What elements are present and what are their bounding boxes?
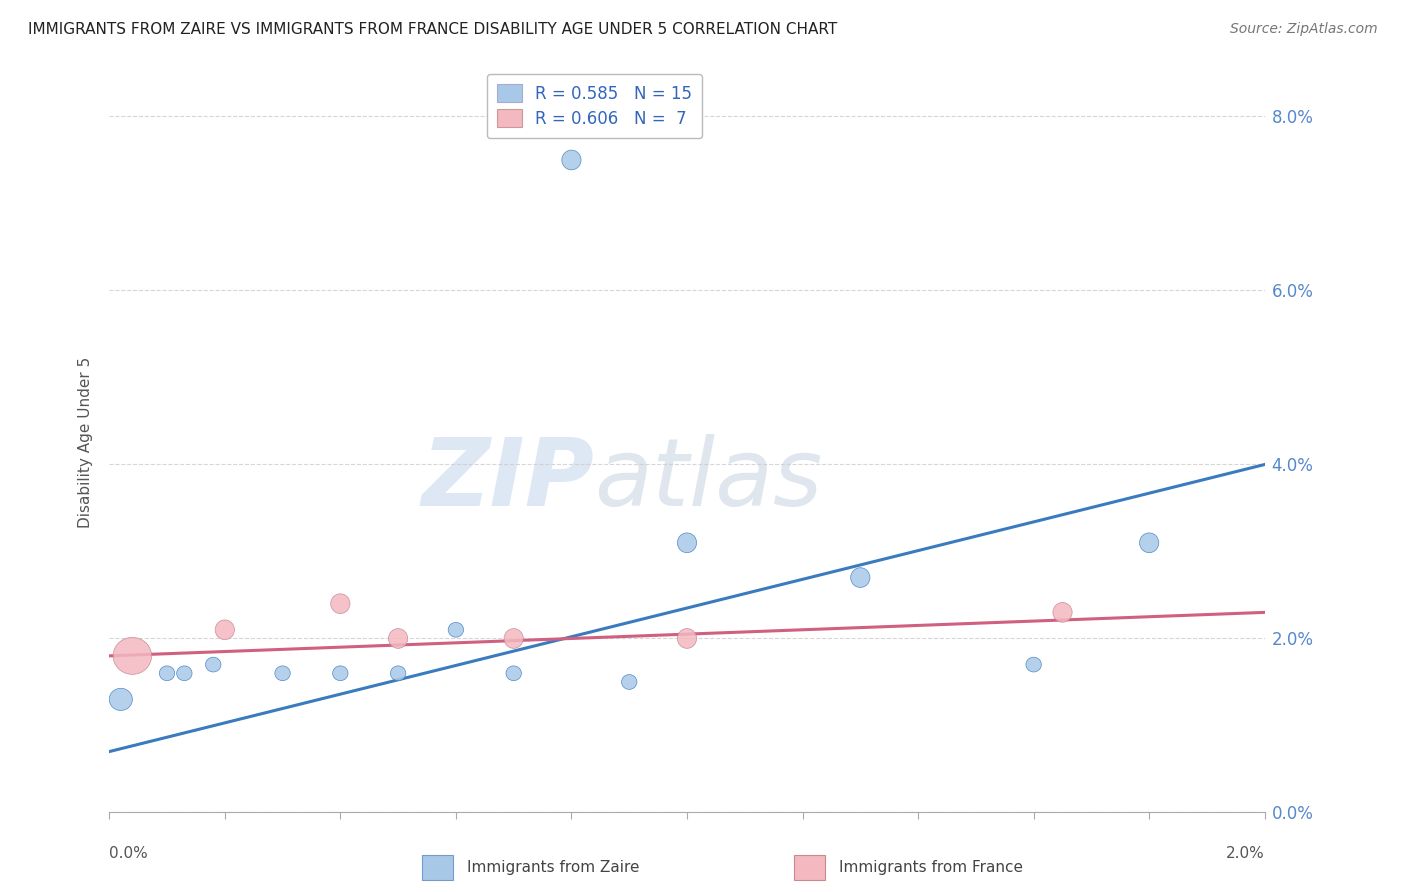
Bar <box>794 855 825 880</box>
Ellipse shape <box>391 666 406 681</box>
Text: 2.0%: 2.0% <box>1226 846 1265 861</box>
Ellipse shape <box>112 638 152 674</box>
Ellipse shape <box>1053 602 1073 623</box>
Text: Immigrants from Zaire: Immigrants from Zaire <box>467 860 640 874</box>
Ellipse shape <box>177 666 193 681</box>
Ellipse shape <box>562 150 581 169</box>
Ellipse shape <box>205 657 221 672</box>
Ellipse shape <box>159 666 174 681</box>
Ellipse shape <box>274 666 290 681</box>
Text: 0.0%: 0.0% <box>110 846 148 861</box>
Ellipse shape <box>333 666 349 681</box>
Text: Immigrants from France: Immigrants from France <box>839 860 1024 874</box>
Ellipse shape <box>678 629 696 648</box>
Text: Source: ZipAtlas.com: Source: ZipAtlas.com <box>1230 22 1378 37</box>
Ellipse shape <box>851 567 870 588</box>
Legend: R = 0.585   N = 15, R = 0.606   N =  7: R = 0.585 N = 15, R = 0.606 N = 7 <box>486 74 702 138</box>
Ellipse shape <box>330 594 350 614</box>
Ellipse shape <box>388 629 408 648</box>
Bar <box>422 855 453 880</box>
Ellipse shape <box>1026 657 1042 672</box>
Ellipse shape <box>621 674 637 690</box>
Ellipse shape <box>110 689 132 710</box>
Ellipse shape <box>678 533 696 553</box>
Ellipse shape <box>503 629 523 648</box>
Text: IMMIGRANTS FROM ZAIRE VS IMMIGRANTS FROM FRANCE DISABILITY AGE UNDER 5 CORRELATI: IMMIGRANTS FROM ZAIRE VS IMMIGRANTS FROM… <box>28 22 838 37</box>
Ellipse shape <box>215 620 235 640</box>
Y-axis label: Disability Age Under 5: Disability Age Under 5 <box>79 357 93 528</box>
Ellipse shape <box>449 623 464 637</box>
Text: atlas: atlas <box>595 434 823 525</box>
Text: ZIP: ZIP <box>422 434 595 525</box>
Ellipse shape <box>506 666 522 681</box>
Ellipse shape <box>1139 533 1159 553</box>
